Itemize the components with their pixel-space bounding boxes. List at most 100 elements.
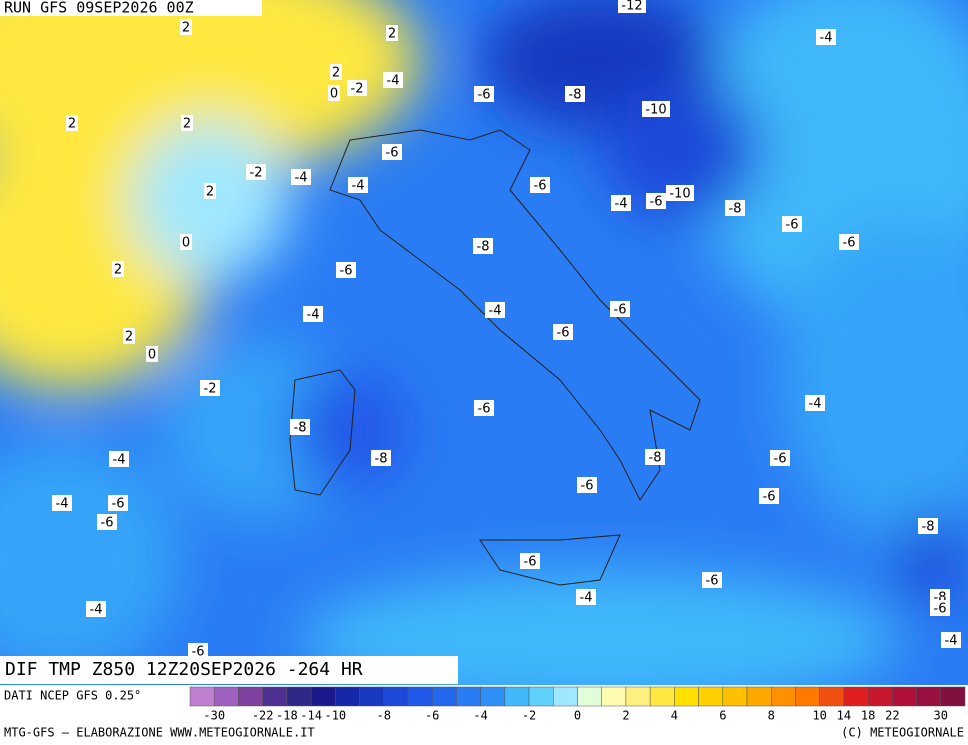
colorbar-box xyxy=(819,686,845,707)
contour-label-bg xyxy=(204,183,216,199)
colorbar-tick-label: -4 xyxy=(473,709,487,723)
contour-label-bg xyxy=(473,238,493,254)
contour-label-bg xyxy=(109,451,129,467)
colorbar-box xyxy=(528,686,554,707)
contour-label-bg xyxy=(200,380,220,396)
contour-label-bg xyxy=(642,101,670,117)
contour-label-bg xyxy=(382,144,402,160)
contour-label-bg xyxy=(371,450,391,466)
contour-label-bg xyxy=(180,19,192,35)
contour-label: -2 xyxy=(351,82,364,97)
colorbar-tick-label: 10 xyxy=(812,709,826,723)
colorbar-box xyxy=(359,686,384,707)
colorbar-tick-label: 18 xyxy=(861,709,875,723)
contour-label-bg xyxy=(645,449,665,465)
colorbar-box xyxy=(843,686,869,707)
colorbar-box xyxy=(456,686,481,707)
colorbar-tick-label: 4 xyxy=(671,709,678,723)
colorbar-tick-label: -18 xyxy=(276,709,298,723)
contour-label-bg xyxy=(146,346,158,362)
colorbar-box xyxy=(698,686,724,707)
map-title: DIF TMP Z850 12Z20SEP2026 -264 HR xyxy=(5,659,363,680)
contour-label-bg xyxy=(918,518,938,534)
colorbar-tick-label: -6 xyxy=(425,709,439,723)
contour-label: -2 xyxy=(204,382,217,397)
contour-label-bg xyxy=(565,86,585,102)
contour-label-bg xyxy=(180,234,192,250)
contour-labels: -12 -4 2 2 2 -4 0 -2 -6 -8 -10 2 2 -6 -2 -4 -4 2 -6 -4 -6 -10… xyxy=(52,0,961,660)
colorbar-box xyxy=(916,686,942,707)
colorbar-box xyxy=(674,686,699,707)
colorbar-box xyxy=(625,686,651,707)
colorbar-box xyxy=(262,686,288,707)
contour-label-bg xyxy=(530,177,550,193)
colorbar-box xyxy=(553,686,578,707)
contour-label: -8 xyxy=(375,452,388,467)
contour-label: -4 xyxy=(615,197,628,212)
contour-label-bg xyxy=(123,328,135,344)
colorbar-tick-label: -2 xyxy=(522,709,536,723)
contour-label: -6 xyxy=(763,490,776,505)
colorbar-tick-label: 2 xyxy=(622,709,629,723)
colorbar-box xyxy=(504,686,530,707)
contour-label: 0 xyxy=(330,87,338,102)
colorbar-box xyxy=(189,686,215,707)
colorbar-box xyxy=(431,686,457,707)
contour-label-bg xyxy=(611,195,631,211)
contour-label-bg xyxy=(188,643,208,659)
contour-label: -6 xyxy=(786,218,799,233)
run-box xyxy=(0,0,262,16)
contour-label-bg xyxy=(336,262,356,278)
colorbar-box xyxy=(577,686,602,707)
contour-label: -4 xyxy=(56,497,69,512)
contour-label: 2 xyxy=(206,185,214,200)
source-label: DATI NCEP GFS 0.25° xyxy=(4,689,141,703)
contour-label-bg xyxy=(66,115,78,131)
contour-label: -6 xyxy=(614,303,627,318)
contour-label: -10 xyxy=(669,187,690,202)
colorbar-box xyxy=(771,686,796,707)
contour-label-bg xyxy=(246,164,266,180)
contour-label: 2 xyxy=(182,21,190,36)
run-label: RUN GFS 09SEP2026 00Z xyxy=(4,0,194,17)
contour-label-bg xyxy=(930,600,950,616)
colorbar-box xyxy=(310,686,336,707)
contour-label: -6 xyxy=(581,479,594,494)
colorbar-box xyxy=(722,686,748,707)
contour-label-bg xyxy=(576,589,596,605)
contour-label-bg xyxy=(610,301,630,317)
colorbar: -30 -22 -18 -14 -10 -8 -6 -4 -2 0 2 4 6 8 10 14 18 22 30 xyxy=(189,686,966,723)
colorbar-tick-label: 0 xyxy=(574,709,581,723)
contour-label-bg xyxy=(941,632,961,648)
contour-label-bg xyxy=(782,216,802,232)
contour-label-bg xyxy=(770,450,790,466)
contour-label: -8 xyxy=(922,520,935,535)
colorbar-tick-label: -30 xyxy=(203,709,225,723)
contour-label-bg xyxy=(290,419,310,435)
contour-label-bg xyxy=(805,395,825,411)
contour-label-bg xyxy=(839,234,859,250)
contour-label-bg xyxy=(108,495,128,511)
contour-label: -6 xyxy=(524,555,537,570)
contour-label-bg xyxy=(86,601,106,617)
contour-label-bg xyxy=(347,80,367,96)
colorbar-box xyxy=(746,686,772,707)
contour-label: -6 xyxy=(478,88,491,103)
contour-label: -4 xyxy=(352,179,365,194)
contour-label-bg xyxy=(386,25,398,41)
contour-label: -8 xyxy=(294,421,307,436)
contour-label-bg xyxy=(348,177,368,193)
contour-label: -4 xyxy=(113,453,126,468)
colorbar-tick-label: 8 xyxy=(768,709,775,723)
contour-label: -6 xyxy=(934,602,947,617)
contour-label: -8 xyxy=(649,451,662,466)
contour-label: -4 xyxy=(295,171,308,186)
contour-label-bg xyxy=(383,72,403,88)
temperature-field: -12 -4 2 2 2 -4 0 -2 -6 -8 -10 2 2 -6 -2 -4 -4 2 -6 -4 -6 -10… xyxy=(0,0,968,685)
contour-label: 2 xyxy=(183,117,191,132)
contour-label: -6 xyxy=(192,645,205,660)
contour-label-bg xyxy=(725,200,745,216)
contour-label-bg xyxy=(474,400,494,416)
contour-label-bg xyxy=(759,488,779,504)
